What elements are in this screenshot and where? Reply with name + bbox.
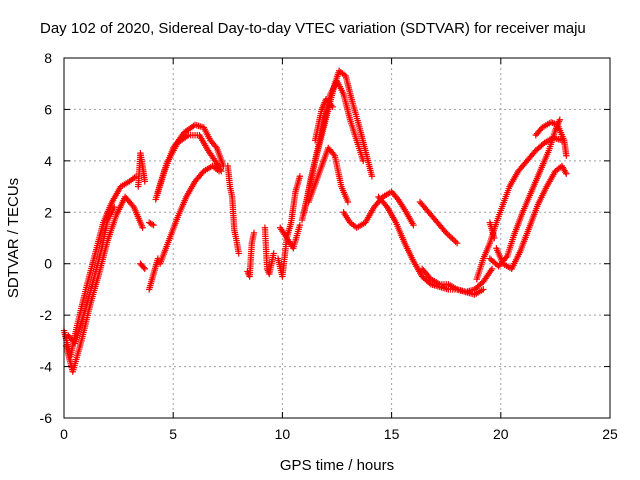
y-tick-label: -2 [40,307,53,323]
series-track-14 [274,173,304,280]
plot-frame [63,57,611,419]
y-tick-label: -4 [40,359,53,375]
data-point [446,232,453,239]
series-track-2 [62,193,146,375]
data-point [111,203,118,211]
series-track-26 [493,162,570,273]
data-point [368,173,376,180]
x-tick-label: 20 [493,426,509,442]
data-point [488,265,496,273]
data-point [141,265,149,273]
data-point [270,250,277,257]
grid [64,58,610,418]
data-point [296,173,304,180]
series-track-6 [145,255,162,293]
series-track-18 [305,144,352,206]
series-track-25 [486,116,563,270]
x-axis-label: GPS time / hours [280,457,394,474]
data-point [449,235,456,242]
y-tick-label: 2 [44,204,52,220]
series-track-11 [224,162,242,257]
axis-ticks: 0 5 10 15 20 25 -6 -4 -2 0 2 4 6 8 [40,50,618,442]
series-track-3 [65,203,118,347]
data-point [491,234,498,242]
data-point [450,237,458,244]
series-track-28 [486,219,498,242]
data-point [360,157,367,165]
series-track-23 [416,198,461,247]
data-point [539,140,547,148]
data-point [563,152,570,159]
y-axis-label: SDTVAR / TECUs [5,178,22,298]
series-track-19 [311,95,336,144]
x-tick-label: 25 [602,426,618,442]
data-point [480,286,487,293]
x-tick-label: 15 [384,426,400,442]
data-point [154,255,162,262]
x-tick-label: 10 [275,426,291,442]
x-tick-label: 0 [60,426,68,442]
series-track-12 [244,229,258,280]
series-track-15 [277,221,304,252]
data-point [139,224,146,231]
series-track-20 [340,188,417,231]
y-tick-label: 0 [44,256,52,272]
series-track-10 [156,162,223,267]
data-point [452,238,459,245]
chart-title: Day 102 of 2020, Sidereal Day-to-day VTE… [40,20,586,37]
data-point [563,170,570,177]
data-point [148,221,156,228]
y-tick-label: 8 [44,50,52,66]
series-track-22 [418,265,487,298]
data-point [329,103,336,111]
y-tick-label: 6 [44,101,52,117]
data-point [235,250,242,257]
data-point [150,221,157,229]
y-tick-label: 4 [44,153,52,169]
series-track-27 [532,119,570,159]
y-tick-label: -6 [40,410,53,426]
data-point [215,167,223,175]
x-tick-label: 5 [169,426,177,442]
data-point [441,228,449,235]
series-track-5 [137,260,149,273]
data-point [344,198,352,206]
data-point [141,178,149,185]
data-point [502,254,510,261]
data-point [129,202,136,209]
data-point [556,116,563,123]
data-point [453,239,461,247]
data-points [60,67,570,375]
data-point [447,234,455,241]
data-point [250,229,258,237]
series-track-7 [145,219,157,229]
series-track-4 [135,149,149,190]
data-point [296,221,304,229]
data-point [410,221,417,229]
data-point [140,264,147,271]
series-track-13 [261,224,277,278]
series-track-24 [473,134,566,283]
